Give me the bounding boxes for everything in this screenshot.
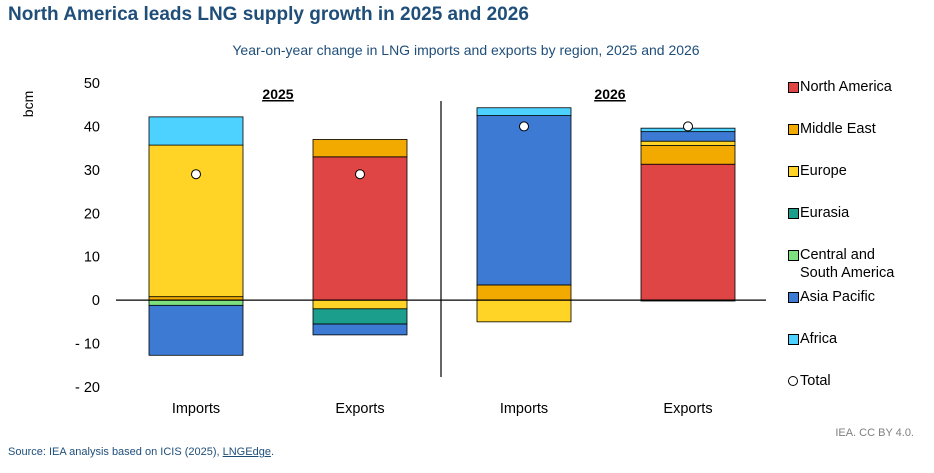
legend-swatch <box>788 292 799 303</box>
bar-segment <box>476 107 572 116</box>
legend-label: Asia Pacific <box>800 289 875 305</box>
bar-segment <box>640 145 736 165</box>
y-tick-label: - 20 <box>75 380 100 396</box>
legend-swatch <box>788 124 799 135</box>
total-marker <box>191 169 201 180</box>
total-marker <box>519 121 529 132</box>
total-marker <box>355 169 365 180</box>
total-marker <box>683 121 693 132</box>
y-tick-label: 10 <box>84 250 100 266</box>
legend-swatch <box>788 334 799 345</box>
legend-swatch <box>788 208 799 219</box>
legend-label: Eurasia <box>800 205 850 221</box>
legend-swatch <box>788 82 799 93</box>
legend-swatch <box>788 166 799 177</box>
bar-segment <box>476 299 572 323</box>
chart-subtitle-text: Year-on-year change in LNG imports and e… <box>232 42 700 58</box>
bar-segment <box>148 144 244 298</box>
bar-segment <box>148 116 244 146</box>
legend-swatch <box>788 250 799 261</box>
bar-segment <box>640 131 736 142</box>
bar-segment <box>640 140 736 146</box>
x-category-label: Imports <box>172 401 220 417</box>
source-note: Source: IEA analysis based on ICIS (2025… <box>8 446 274 458</box>
legend-label: Central and South America <box>800 247 895 281</box>
bar-segment <box>476 284 572 301</box>
y-tick-label: 40 <box>84 119 100 135</box>
bar-segment <box>312 299 408 310</box>
source-suffix: . <box>270 446 274 458</box>
x-category-label: Imports <box>500 401 548 417</box>
bar-segment <box>312 139 408 158</box>
y-tick-label: 20 <box>84 206 100 222</box>
bar-segment <box>148 299 244 306</box>
bar-segment <box>312 323 408 336</box>
legend-label: Total <box>800 373 831 389</box>
bar-segment <box>640 163 736 301</box>
chart-title: North America leads LNG supply growth in… <box>8 4 529 25</box>
legend-label: Middle East <box>800 121 876 137</box>
x-category-label: Exports <box>663 401 712 417</box>
y-tick-label: 0 <box>92 293 100 309</box>
legend-label: Europe <box>800 163 847 179</box>
legend-swatch <box>788 376 798 386</box>
y-axis-label: bcm <box>20 91 36 117</box>
bar-segment <box>312 156 408 301</box>
y-tick-label: 30 <box>84 163 100 179</box>
source-link[interactable]: LNGEdge <box>222 446 271 458</box>
source-prefix: Source: IEA analysis based on ICIS (2025… <box>8 446 223 458</box>
legend-label: North America <box>800 79 892 95</box>
credit-text: IEA. CC BY 4.0. <box>835 427 914 439</box>
group-label: 2026 <box>594 86 625 102</box>
y-tick-label: 50 <box>84 76 100 92</box>
legend-label: Africa <box>800 331 838 347</box>
bar-segment <box>148 304 244 356</box>
group-label: 2025 <box>262 86 293 102</box>
chart-subtitle: Year-on-year change in LNG imports and e… <box>0 42 934 58</box>
y-tick-label: - 10 <box>75 337 100 353</box>
bar-segment <box>476 115 572 286</box>
bar-segment <box>312 308 408 325</box>
x-category-label: Exports <box>335 401 384 417</box>
